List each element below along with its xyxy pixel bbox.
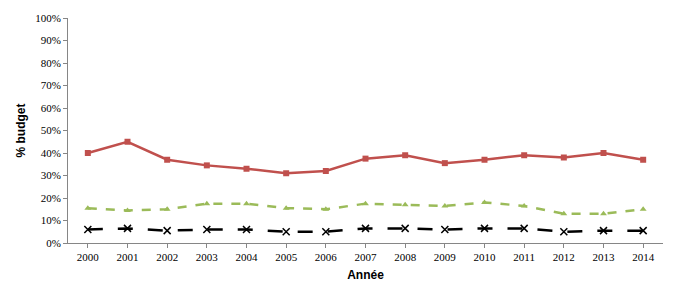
svg-text:2000: 2000 (77, 251, 100, 263)
svg-text:2004: 2004 (236, 251, 259, 263)
svg-text:2008: 2008 (394, 251, 417, 263)
svg-text:2009: 2009 (434, 251, 457, 263)
svg-text:2010: 2010 (474, 251, 497, 263)
svg-text:2001: 2001 (117, 251, 139, 263)
svg-text:Année: Année (347, 268, 384, 282)
svg-text:% budget: % budget (14, 104, 28, 158)
svg-text:2006: 2006 (315, 251, 338, 263)
svg-text:70%: 70% (41, 79, 61, 91)
svg-text:100%: 100% (35, 12, 61, 24)
svg-text:2014: 2014 (632, 251, 655, 263)
svg-text:80%: 80% (41, 57, 61, 69)
svg-text:60%: 60% (41, 102, 61, 114)
svg-text:10%: 10% (41, 214, 61, 226)
svg-text:20%: 20% (41, 192, 61, 204)
svg-text:2007: 2007 (355, 251, 378, 263)
svg-text:2013: 2013 (593, 251, 616, 263)
svg-text:50%: 50% (41, 124, 61, 136)
svg-text:2003: 2003 (196, 251, 219, 263)
svg-text:90%: 90% (41, 34, 61, 46)
svg-text:0%: 0% (46, 237, 61, 249)
svg-text:2011: 2011 (513, 251, 535, 263)
svg-text:2002: 2002 (156, 251, 178, 263)
svg-text:30%: 30% (41, 169, 61, 181)
svg-text:2012: 2012 (553, 251, 575, 263)
svg-text:40%: 40% (41, 147, 61, 159)
svg-text:2005: 2005 (275, 251, 298, 263)
